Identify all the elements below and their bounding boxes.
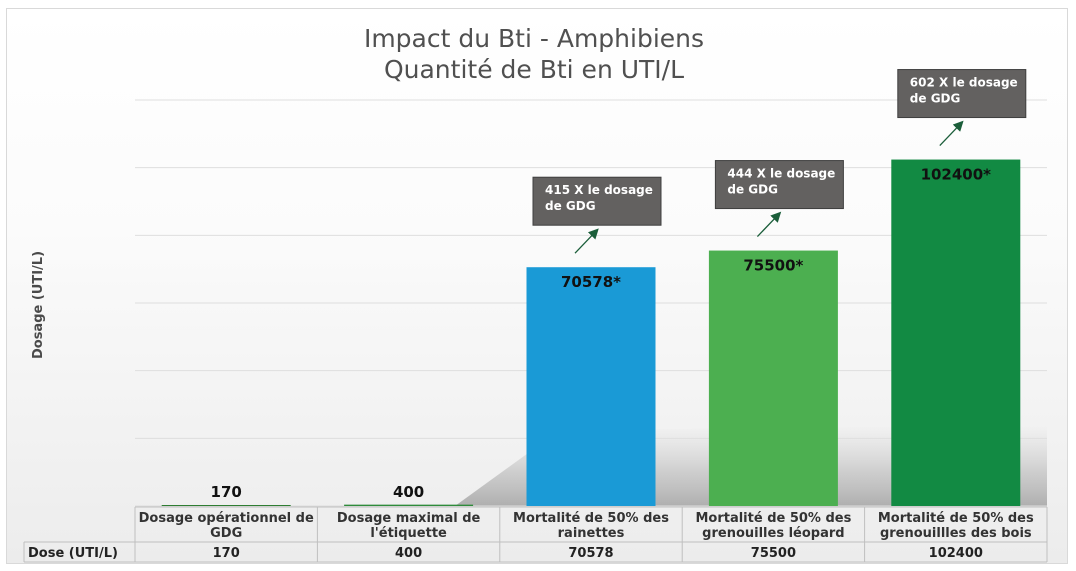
data-label-3: 70578* xyxy=(561,273,621,291)
callout-text-1-1: 415 X le dosage xyxy=(545,183,653,197)
callout-box-3 xyxy=(897,69,1027,119)
table-cell-1: 170 xyxy=(213,546,240,561)
callout-text-3-2: de GDG xyxy=(910,92,961,106)
category-label-1-2: GDG xyxy=(210,526,242,541)
bar-4 xyxy=(708,250,838,506)
callout-arrow-2 xyxy=(756,211,782,238)
chart-title-line-2: Quantité de Bti en UTI/L xyxy=(384,55,684,84)
callout-text-3-1: 602 X le dosage xyxy=(910,76,1018,90)
category-label-5-1: Mortalité de 50% des xyxy=(878,511,1034,526)
table-row-header: Dose (UTI/L) xyxy=(28,546,118,561)
y-axis-label: Dosage (UTI/L) xyxy=(31,251,46,359)
category-label-3-2: rainettes xyxy=(558,526,625,541)
callout-text-2-2: de GDG xyxy=(727,183,778,197)
callout-text-2-1: 444 X le dosage xyxy=(727,167,835,181)
bar-3 xyxy=(526,267,656,506)
callout-arrow-1 xyxy=(574,228,599,254)
callout-text-1-2: de GDG xyxy=(545,199,596,213)
data-label-5: 102400* xyxy=(921,166,992,184)
bar-1 xyxy=(161,505,291,506)
category-label-4-2: grenouilles léopard xyxy=(702,526,844,541)
bar-5 xyxy=(891,159,1021,506)
table-cell-4: 75500 xyxy=(751,546,796,561)
chart-title-line-1: Impact du Bti - Amphibiens xyxy=(364,24,704,53)
category-label-4-1: Mortalité de 50% des xyxy=(695,511,851,526)
category-label-1-1: Dosage opérationnel de xyxy=(139,511,314,526)
bar-2 xyxy=(344,504,474,506)
category-label-2-1: Dosage maximal de xyxy=(337,511,481,526)
data-label-1: 170 xyxy=(211,483,242,501)
callout-box-1 xyxy=(532,176,662,226)
callout-arrow-3 xyxy=(939,120,964,146)
table-cell-3: 70578 xyxy=(568,546,613,561)
category-label-5-2: grenouillles des bois xyxy=(880,526,1032,541)
category-label-2-2: l'étiquette xyxy=(370,526,447,541)
table-cell-5: 102400 xyxy=(929,546,983,561)
callout-box-2 xyxy=(714,160,844,210)
data-label-2: 400 xyxy=(393,483,424,501)
data-label-4: 75500* xyxy=(743,257,803,275)
category-label-3-1: Mortalité de 50% des xyxy=(513,511,669,526)
table-cell-2: 400 xyxy=(395,546,422,561)
